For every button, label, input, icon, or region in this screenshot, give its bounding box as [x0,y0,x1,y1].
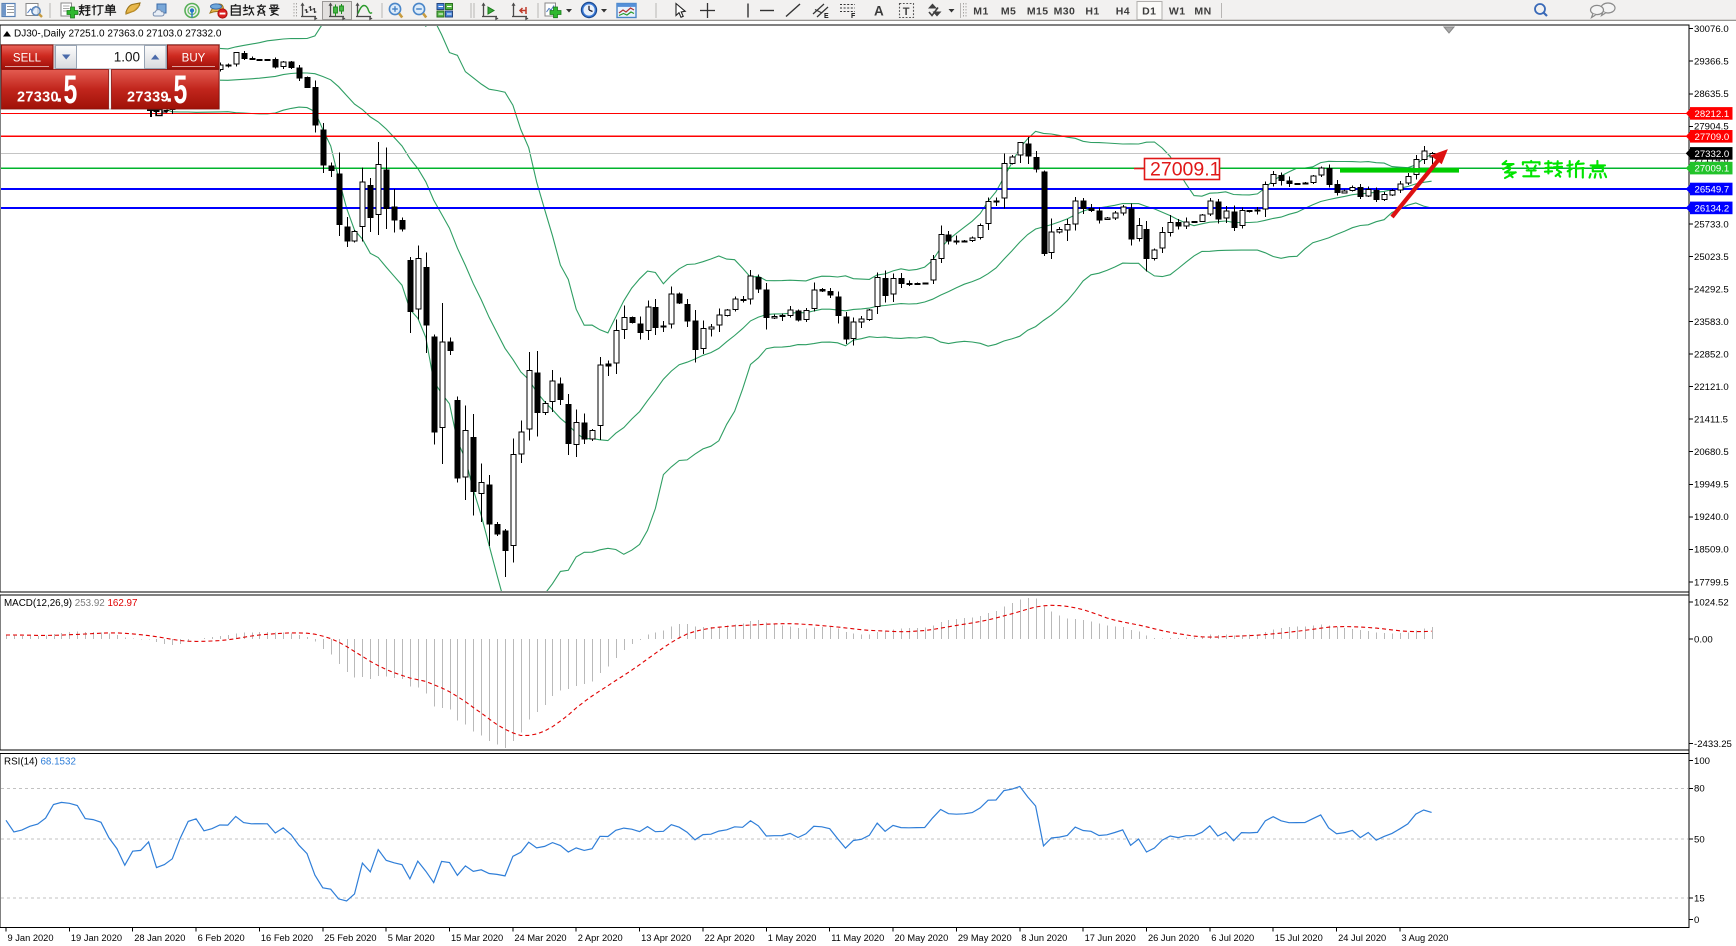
svg-text:17799.5: 17799.5 [1694,577,1729,588]
svg-text:20680.5: 20680.5 [1694,447,1729,458]
svg-text:5 Mar 2020: 5 Mar 2020 [388,933,435,943]
svg-text:27339: 27339 [127,90,169,106]
svg-text:27332.0: 27332.0 [1695,149,1730,160]
svg-text:6 Jul 2020: 6 Jul 2020 [1211,933,1254,943]
svg-text:13 Apr 2020: 13 Apr 2020 [641,933,691,943]
svg-text:M1: M1 [973,6,988,18]
svg-text:26 Jun 2020: 26 Jun 2020 [1148,933,1199,943]
svg-text:BUY: BUY [182,53,206,65]
svg-text:18509.0: 18509.0 [1694,545,1729,556]
svg-text:15: 15 [1694,894,1705,905]
svg-text:27009.1: 27009.1 [1695,164,1730,175]
svg-text:11 May 2020: 11 May 2020 [831,933,884,943]
svg-text:27709.0: 27709.0 [1695,132,1730,143]
svg-text:15 Jul 2020: 15 Jul 2020 [1275,933,1323,943]
svg-text:25023.5: 25023.5 [1694,252,1729,263]
svg-text:1024.52: 1024.52 [1694,597,1729,608]
svg-text:19949.5: 19949.5 [1694,480,1729,491]
svg-text:22121.0: 22121.0 [1694,382,1729,393]
svg-text:26549.7: 26549.7 [1695,185,1730,196]
svg-text:29366.5: 29366.5 [1694,57,1729,68]
svg-text:19240.0: 19240.0 [1694,512,1729,523]
svg-text:22 Apr 2020: 22 Apr 2020 [705,933,755,943]
svg-text:RSI(14) 68.1532: RSI(14) 68.1532 [4,757,76,768]
svg-text:15 Mar 2020: 15 Mar 2020 [451,933,503,943]
svg-text:E: E [824,13,829,20]
svg-text:H4: H4 [1116,6,1130,18]
svg-text:29 May 2020: 29 May 2020 [958,933,1012,943]
svg-text:5: 5 [64,68,78,112]
svg-text:1.00: 1.00 [114,50,140,65]
svg-text:21411.5: 21411.5 [1694,415,1728,426]
svg-text:27330: 27330 [17,90,59,106]
svg-text:A: A [874,4,884,19]
svg-text:MACD(12,26,9) 253.92 162.97: MACD(12,26,9) 253.92 162.97 [4,598,137,609]
svg-text:H1: H1 [1085,6,1099,18]
svg-text:9 Jan 2020: 9 Jan 2020 [8,933,54,943]
svg-text:26134.2: 26134.2 [1695,203,1730,214]
svg-text:28635.5: 28635.5 [1694,89,1729,100]
svg-text:100: 100 [1694,756,1710,767]
svg-text:M15: M15 [1027,6,1049,18]
svg-text:-2433.25: -2433.25 [1694,739,1732,750]
svg-text:F: F [851,13,856,20]
svg-text:5: 5 [174,68,188,112]
svg-text:22852.0: 22852.0 [1694,350,1729,361]
svg-text:27009.1: 27009.1 [1150,159,1221,181]
svg-text:25733.0: 25733.0 [1694,219,1729,230]
svg-text:M30: M30 [1054,6,1076,18]
svg-text:27904.5: 27904.5 [1694,122,1729,133]
svg-text:M5: M5 [1001,6,1016,18]
svg-text:17 Jun 2020: 17 Jun 2020 [1085,933,1136,943]
svg-text:1 May 2020: 1 May 2020 [768,933,817,943]
svg-text:24 Mar 2020: 24 Mar 2020 [514,933,566,943]
svg-text:80: 80 [1694,784,1705,795]
svg-text:20 May 2020: 20 May 2020 [895,933,949,943]
svg-text:MN: MN [1194,6,1211,18]
svg-text:DJ30-,Daily 27251.0 27363.0 2: DJ30-,Daily 27251.0 27363.0 27103.0 2733… [14,29,222,40]
svg-text:16 Feb 2020: 16 Feb 2020 [261,933,313,943]
svg-text:25 Feb 2020: 25 Feb 2020 [324,933,376,943]
svg-text:30076.0: 30076.0 [1694,24,1729,35]
svg-text:24292.5: 24292.5 [1694,284,1729,295]
svg-text:SELL: SELL [13,53,42,65]
svg-text:0: 0 [1694,915,1699,926]
svg-text:23583.0: 23583.0 [1694,317,1729,328]
svg-text:24 Jul 2020: 24 Jul 2020 [1338,933,1386,943]
svg-text:T: T [903,6,910,18]
svg-text:D1: D1 [1142,6,1156,18]
svg-text:27174.0: 27174.0 [1694,154,1729,165]
svg-text:28 Jan 2020: 28 Jan 2020 [134,933,185,943]
svg-text:19 Jan 2020: 19 Jan 2020 [71,933,122,943]
svg-text:W1: W1 [1169,6,1186,18]
svg-text:8 Jun 2020: 8 Jun 2020 [1021,933,1067,943]
svg-text:28212.1: 28212.1 [1695,109,1730,120]
svg-text:50: 50 [1694,834,1705,845]
svg-text:6 Feb 2020: 6 Feb 2020 [198,933,245,943]
svg-text:0.00: 0.00 [1694,635,1713,646]
svg-text:2 Apr 2020: 2 Apr 2020 [578,933,623,943]
svg-text:3 Aug 2020: 3 Aug 2020 [1401,933,1448,943]
